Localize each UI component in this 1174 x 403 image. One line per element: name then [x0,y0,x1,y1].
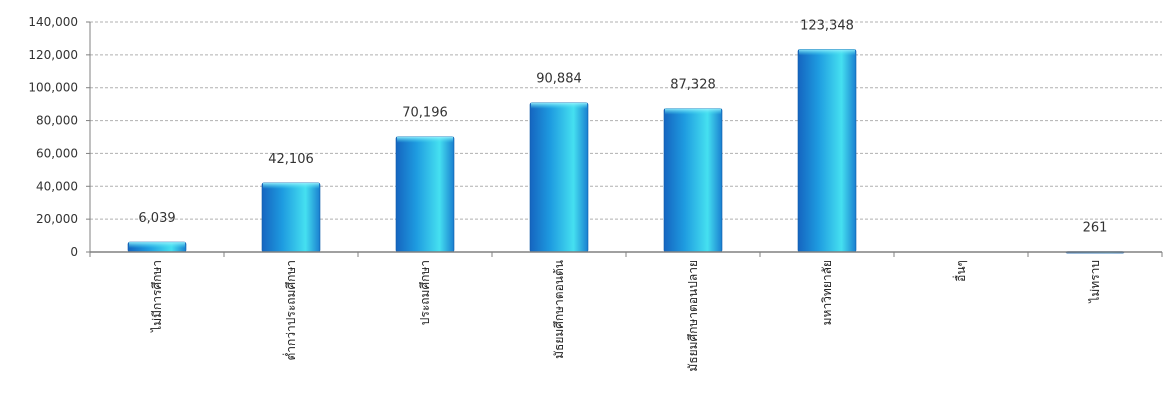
gridlines [86,21,1162,253]
x-axis-category-labels: ไม่มีการศึกษา ต่ำกว่าประถมศึกษา ประถมศึกษา… [150,260,1102,372]
category-label: มหาวิทยาลัย [820,260,834,325]
category-label: ต่ำกว่าประถมศึกษา [282,260,298,361]
bars [127,49,1125,254]
bar [529,102,589,253]
bar-body [395,136,455,253]
data-label: 70,196 [402,106,448,121]
y-tick-label: 60,000 [36,146,78,160]
bar [663,108,723,253]
y-tick-label: 20,000 [36,212,78,226]
y-axis-tick-labels: 0 20,000 40,000 60,000 80,000 100,000 120,000 1… [28,15,78,259]
bar-highlight [799,49,855,56]
bar-body [529,102,589,253]
data-labels: 6,039 42,106 70,196 90,884 87,328 123,348 261 [138,18,1107,235]
y-tick-label: 80,000 [36,114,78,128]
y-tick-label: 40,000 [36,179,78,193]
bar [261,182,321,253]
data-label: 90,884 [536,72,582,87]
category-label: มัธยมศึกษาตอนต้น [552,260,566,359]
bar-body [261,182,321,253]
y-tick-label: 0 [70,245,78,259]
data-label: 42,106 [268,152,314,167]
bar-body [663,108,723,253]
y-tick-label: 140,000 [28,15,78,29]
category-label: ประถมศึกษา [418,260,432,325]
bar-highlight [531,102,587,109]
data-label: 261 [1083,221,1108,236]
category-label: ไม่ทราบ [1088,260,1102,304]
data-label: 87,328 [670,78,716,93]
bar-highlight [129,242,185,249]
bar [797,49,857,253]
bar-highlight [397,136,453,143]
bar-highlight [263,182,319,189]
y-tick-label: 100,000 [28,81,78,95]
category-label: มัธยมศึกษาตอนปลาย [686,260,700,372]
bar [127,241,187,253]
bar [395,136,455,253]
data-label: 6,039 [138,211,175,226]
bar-body [797,49,857,253]
axes [89,22,1163,257]
bar-highlight [665,108,721,115]
data-label: 123,348 [800,18,854,33]
category-label: อื่นๆ [952,260,968,282]
category-label: ไม่มีการศึกษา [150,260,164,333]
y-tick-label: 120,000 [28,48,78,62]
